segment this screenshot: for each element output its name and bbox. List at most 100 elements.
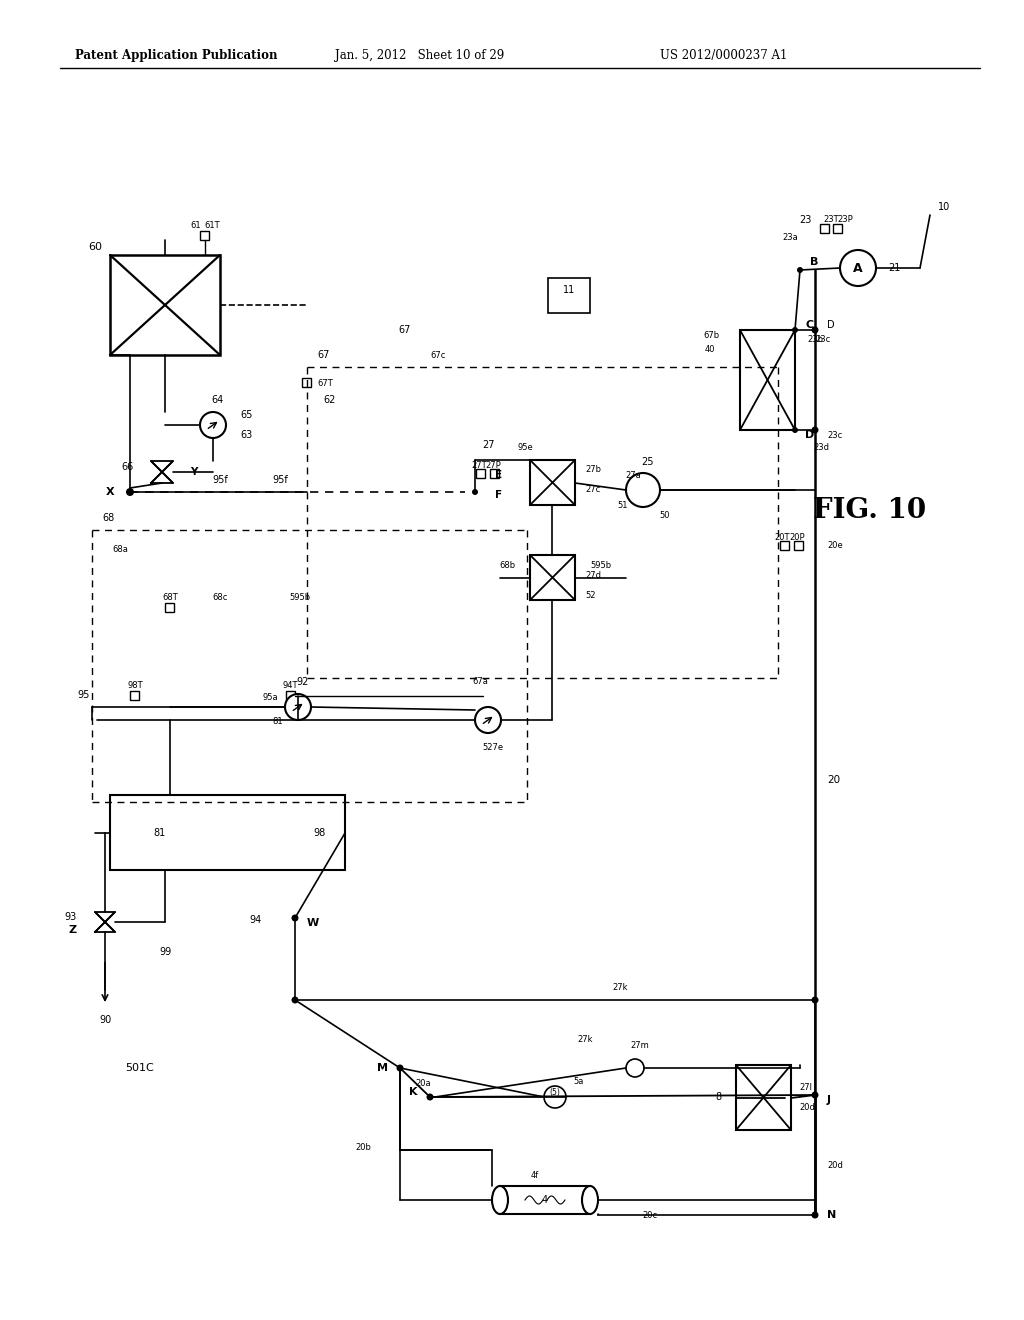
- Text: Jan. 5, 2012   Sheet 10 of 29: Jan. 5, 2012 Sheet 10 of 29: [336, 49, 505, 62]
- Text: C: C: [805, 319, 813, 330]
- Text: 20a: 20a: [415, 1078, 431, 1088]
- Bar: [833, 224, 842, 234]
- Bar: [530, 554, 575, 601]
- Text: 65: 65: [240, 411, 252, 420]
- Text: F: F: [495, 490, 502, 500]
- Circle shape: [475, 708, 501, 733]
- Text: B: B: [810, 257, 818, 267]
- Circle shape: [792, 426, 798, 433]
- Text: D: D: [827, 319, 835, 330]
- Text: 90: 90: [99, 1015, 112, 1026]
- Bar: [286, 690, 295, 700]
- Bar: [165, 603, 174, 612]
- Text: 51: 51: [617, 500, 629, 510]
- Text: 11: 11: [563, 285, 575, 294]
- Text: 62: 62: [324, 395, 336, 405]
- Text: 8: 8: [715, 1093, 721, 1102]
- Text: FIG. 10: FIG. 10: [813, 496, 927, 524]
- Text: 67c: 67c: [430, 351, 445, 359]
- Text: 595b: 595b: [590, 561, 611, 569]
- Circle shape: [840, 249, 876, 286]
- Text: 20P: 20P: [790, 532, 805, 541]
- Bar: [476, 469, 485, 478]
- Text: 95a: 95a: [262, 693, 278, 701]
- Text: 60: 60: [88, 242, 102, 252]
- Text: 92: 92: [297, 677, 309, 686]
- Text: 20T: 20T: [774, 532, 790, 541]
- Text: 95: 95: [78, 690, 90, 700]
- Text: 23d: 23d: [813, 444, 829, 453]
- Text: 4: 4: [542, 1195, 548, 1205]
- Circle shape: [811, 1092, 818, 1098]
- Text: 23c: 23c: [815, 335, 830, 345]
- Bar: [110, 795, 345, 870]
- Circle shape: [396, 1064, 403, 1072]
- Bar: [530, 459, 575, 506]
- Text: 98: 98: [314, 828, 326, 837]
- Text: 67b: 67b: [703, 330, 720, 339]
- Bar: [740, 330, 795, 430]
- Text: US 2012/0000237 A1: US 2012/0000237 A1: [660, 49, 787, 62]
- Text: 52: 52: [585, 590, 596, 599]
- Text: 68c: 68c: [212, 594, 227, 602]
- Circle shape: [626, 1059, 644, 1077]
- Text: 23T: 23T: [823, 215, 839, 224]
- Text: 67: 67: [398, 325, 412, 335]
- Text: 23: 23: [799, 215, 811, 224]
- Bar: [794, 541, 803, 550]
- Text: 10: 10: [938, 202, 950, 213]
- Text: 27d: 27d: [585, 570, 601, 579]
- Text: 68a: 68a: [112, 545, 128, 554]
- Text: A: A: [853, 261, 863, 275]
- Text: 67T: 67T: [317, 379, 333, 388]
- Bar: [736, 1065, 791, 1130]
- Text: X: X: [105, 487, 114, 498]
- Text: 21: 21: [888, 263, 900, 273]
- Text: D: D: [805, 430, 814, 440]
- Text: 20d: 20d: [799, 1104, 815, 1111]
- Text: 95f: 95f: [212, 475, 228, 484]
- Text: Z: Z: [69, 925, 77, 935]
- Circle shape: [626, 473, 660, 507]
- Text: 20: 20: [827, 775, 840, 785]
- Bar: [500, 1185, 590, 1214]
- Text: 27b: 27b: [585, 466, 601, 474]
- Text: 93: 93: [65, 912, 77, 921]
- Text: 23a: 23a: [782, 234, 798, 243]
- Text: 68T: 68T: [162, 594, 178, 602]
- Text: 67a: 67a: [472, 677, 488, 686]
- Text: 67: 67: [317, 350, 330, 360]
- Text: 61T: 61T: [204, 220, 219, 230]
- Circle shape: [292, 915, 299, 921]
- Text: 4f: 4f: [530, 1172, 539, 1180]
- Bar: [110, 255, 220, 355]
- Text: 27k: 27k: [612, 983, 628, 993]
- Text: 40: 40: [705, 346, 715, 355]
- Text: E: E: [495, 470, 502, 480]
- Circle shape: [126, 488, 134, 496]
- Text: 20c: 20c: [642, 1210, 657, 1220]
- Text: 595b: 595b: [290, 594, 310, 602]
- Text: 95f: 95f: [272, 475, 288, 484]
- Text: 66: 66: [122, 462, 134, 473]
- Circle shape: [797, 267, 803, 273]
- Text: 68b: 68b: [499, 561, 515, 569]
- Text: 27m: 27m: [631, 1041, 649, 1051]
- Circle shape: [200, 412, 226, 438]
- Text: 23c: 23c: [827, 430, 843, 440]
- Text: K: K: [410, 1086, 418, 1097]
- Text: 98T: 98T: [127, 681, 142, 689]
- Text: 25: 25: [642, 457, 654, 467]
- Bar: [780, 541, 790, 550]
- Circle shape: [285, 694, 311, 719]
- Text: Y: Y: [190, 467, 198, 477]
- Text: 20b: 20b: [355, 1143, 371, 1152]
- Text: 23P: 23P: [837, 215, 853, 224]
- Text: 68: 68: [102, 513, 115, 523]
- Bar: [490, 469, 499, 478]
- Text: 27T: 27T: [471, 461, 486, 470]
- Bar: [302, 378, 311, 387]
- Text: 81: 81: [154, 828, 166, 837]
- Bar: [200, 231, 209, 240]
- Text: 27l: 27l: [799, 1082, 812, 1092]
